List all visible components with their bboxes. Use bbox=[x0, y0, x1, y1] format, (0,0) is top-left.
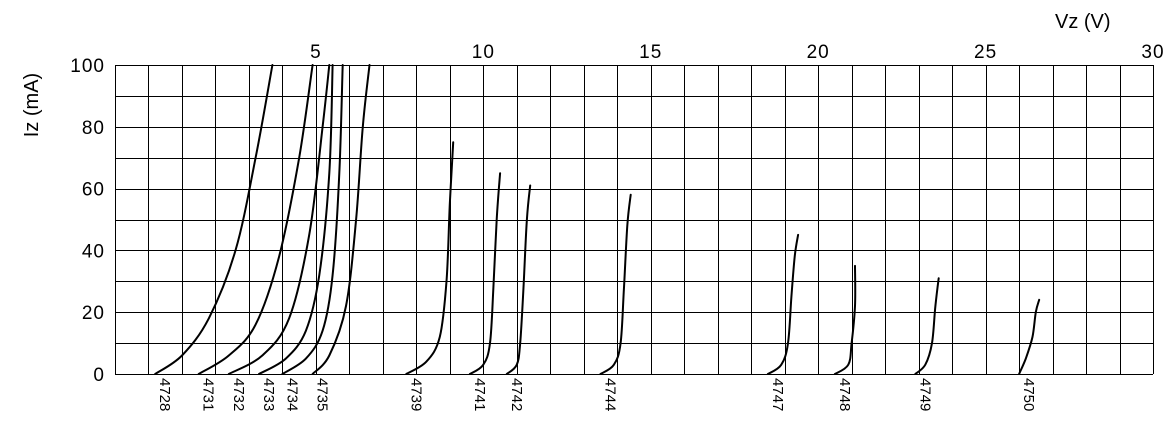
y-tick-label: 60 bbox=[82, 180, 105, 201]
y-tick-label: 0 bbox=[93, 365, 105, 386]
curve-4739 bbox=[405, 141, 455, 375]
diode-label-4733: 4733 bbox=[260, 378, 277, 411]
diode-label-4739: 4739 bbox=[407, 378, 424, 411]
x-tick-label: 30 bbox=[1141, 42, 1164, 63]
curve-4742 bbox=[505, 184, 532, 375]
y-axis-title: Iz (mA) bbox=[21, 73, 43, 137]
curve-4733 bbox=[258, 64, 334, 375]
curve-4734 bbox=[281, 64, 344, 375]
curve-4744 bbox=[599, 193, 632, 375]
curve-4728 bbox=[154, 64, 274, 375]
curve-4735 bbox=[311, 64, 371, 375]
diode-label-4741: 4741 bbox=[471, 378, 488, 411]
x-tick-label: 10 bbox=[472, 42, 495, 63]
curve-4750 bbox=[1018, 298, 1041, 375]
diode-label-4728: 4728 bbox=[156, 378, 173, 411]
diode-label-4750: 4750 bbox=[1020, 378, 1037, 411]
grid bbox=[115, 65, 1154, 375]
curve-4741 bbox=[468, 172, 502, 375]
diode-label-4747: 4747 bbox=[769, 378, 786, 411]
diode-label-4731: 4731 bbox=[200, 378, 217, 411]
curve-4732 bbox=[227, 64, 331, 375]
y-tick-label: 100 bbox=[70, 56, 105, 77]
y-tick-labels: 0 20 40 60 80 100 bbox=[70, 56, 105, 386]
y-tick-label: 40 bbox=[82, 241, 105, 262]
x-tick-label: 25 bbox=[974, 42, 997, 63]
diode-label-4732: 4732 bbox=[230, 378, 247, 411]
curve-4749 bbox=[914, 277, 940, 375]
diode-label-4734: 4734 bbox=[283, 378, 300, 411]
y-tick-label: 80 bbox=[82, 118, 105, 139]
diode-label-4742: 4742 bbox=[508, 378, 525, 411]
diode-label-4744: 4744 bbox=[602, 378, 619, 411]
x-axis-title: Vz (V) bbox=[1055, 11, 1111, 33]
x-tick-label: 20 bbox=[807, 42, 830, 63]
x-tick-label: 5 bbox=[310, 42, 322, 63]
curve-4748 bbox=[833, 264, 857, 375]
y-tick-label: 20 bbox=[82, 303, 105, 324]
diode-labels: 4728 4731 4732 4733 4734 4735 4739 4741 4742 4744… bbox=[156, 378, 1037, 411]
x-tick-label: 15 bbox=[639, 42, 662, 63]
curve-4747 bbox=[766, 233, 800, 375]
diode-label-4735: 4735 bbox=[314, 378, 331, 411]
diode-label-4748: 4748 bbox=[836, 378, 853, 411]
curve-4731 bbox=[197, 64, 314, 375]
diode-curves bbox=[154, 64, 1041, 375]
x-tick-labels: 5 10 15 20 25 30 bbox=[310, 42, 1164, 63]
diode-label-4749: 4749 bbox=[916, 378, 933, 411]
